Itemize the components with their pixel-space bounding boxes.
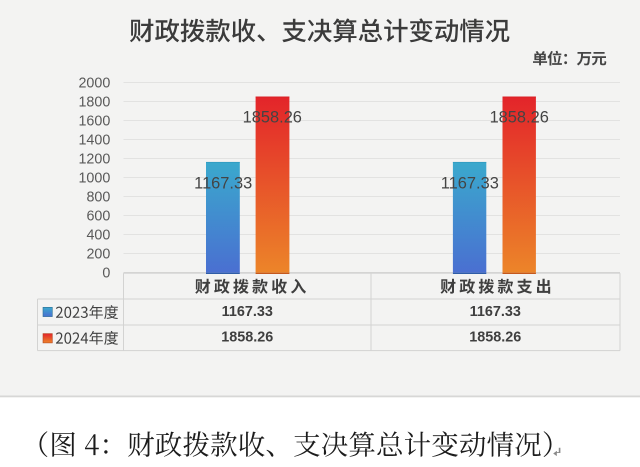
svg-text:1858.26: 1858.26 xyxy=(221,330,273,346)
svg-text:1858.26: 1858.26 xyxy=(243,108,302,126)
svg-text:600: 600 xyxy=(86,209,110,225)
svg-text:1000: 1000 xyxy=(78,171,110,187)
svg-text:200: 200 xyxy=(86,247,110,263)
svg-text:800: 800 xyxy=(86,190,110,206)
svg-text:1858.26: 1858.26 xyxy=(469,330,521,346)
svg-text:1400: 1400 xyxy=(78,133,110,149)
svg-text:1167.33: 1167.33 xyxy=(194,175,252,193)
svg-text:1200: 1200 xyxy=(78,152,110,168)
svg-text:400: 400 xyxy=(86,228,110,244)
svg-text:1167.33: 1167.33 xyxy=(441,175,499,193)
svg-text:1800: 1800 xyxy=(78,95,110,111)
svg-text:1167.33: 1167.33 xyxy=(222,304,273,320)
svg-text:0: 0 xyxy=(102,266,110,282)
svg-text:2000: 2000 xyxy=(78,76,110,92)
svg-text:1167.33: 1167.33 xyxy=(470,304,521,320)
svg-text:1858.26: 1858.26 xyxy=(490,108,549,126)
svg-text:1600: 1600 xyxy=(78,114,110,130)
